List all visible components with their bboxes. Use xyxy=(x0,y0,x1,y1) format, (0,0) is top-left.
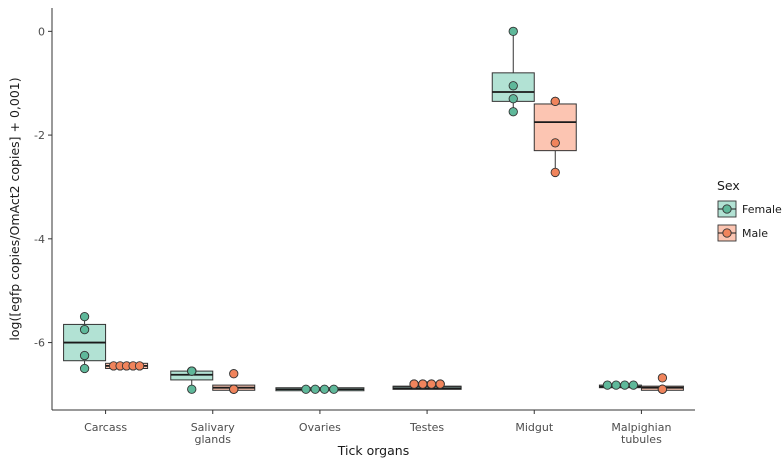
x-tick-label: Ovaries xyxy=(299,421,341,434)
x-tick-label: glands xyxy=(195,433,232,446)
data-point xyxy=(611,380,621,390)
y-tick-label: -4 xyxy=(34,233,45,246)
legend-point xyxy=(722,204,732,214)
legend-key-female xyxy=(717,200,737,218)
x-axis-title: Tick organs xyxy=(337,443,409,458)
box-male xyxy=(533,96,577,178)
data-point xyxy=(409,379,419,389)
data-point xyxy=(79,350,90,361)
data-point xyxy=(310,384,320,394)
box-female xyxy=(275,384,365,394)
box-female xyxy=(491,26,535,117)
x-tick-label: Salivary xyxy=(191,421,236,434)
data-point xyxy=(319,384,330,394)
y-axis-title: log([egfp copies/OmAct2 copies] + 0,001) xyxy=(7,77,22,340)
box-female xyxy=(598,380,642,390)
data-point xyxy=(550,96,560,107)
legend-point xyxy=(722,228,732,238)
legend-label: Female xyxy=(742,203,782,216)
data-point xyxy=(657,384,668,394)
legend-title: Sex xyxy=(717,178,740,193)
y-tick-label: -2 xyxy=(34,129,45,142)
data-point xyxy=(602,380,613,390)
y-tick-label: -6 xyxy=(34,337,45,350)
data-point xyxy=(134,361,145,371)
data-point xyxy=(435,379,445,389)
data-point xyxy=(508,94,518,104)
legend-label: Male xyxy=(742,227,768,240)
plot-area xyxy=(63,26,684,394)
box-male xyxy=(105,361,149,371)
legend: Sex Female Male xyxy=(717,178,782,242)
data-point xyxy=(508,81,518,91)
data-point xyxy=(187,384,197,394)
data-point xyxy=(229,369,239,379)
x-tick-label: Testes xyxy=(409,421,444,434)
data-point xyxy=(329,384,339,394)
box-female xyxy=(170,366,214,394)
data-point xyxy=(79,311,90,322)
data-point xyxy=(79,363,90,374)
data-point xyxy=(508,107,518,117)
data-point xyxy=(301,384,311,394)
box-female xyxy=(63,311,107,374)
data-point xyxy=(620,380,630,390)
data-point xyxy=(508,26,518,36)
x-tick-label: Malpighian xyxy=(611,421,671,434)
y-axis: 0 -2 -4 -6 xyxy=(34,8,53,410)
data-point xyxy=(550,138,560,148)
data-point xyxy=(426,379,437,389)
data-point xyxy=(418,379,428,389)
data-point xyxy=(229,384,239,394)
data-point xyxy=(187,366,197,376)
x-tick-label: tubules xyxy=(621,433,662,446)
legend-key-male xyxy=(717,224,737,242)
box-male xyxy=(212,369,256,394)
data-point xyxy=(79,324,90,335)
data-point xyxy=(628,380,639,390)
data-point xyxy=(657,373,668,383)
x-tick-label: Carcass xyxy=(84,421,127,434)
x-tick-label: Midgut xyxy=(515,421,553,434)
box-female xyxy=(392,379,462,390)
box-male xyxy=(640,373,684,394)
data-point xyxy=(550,167,560,178)
y-tick-label: 0 xyxy=(38,25,45,38)
